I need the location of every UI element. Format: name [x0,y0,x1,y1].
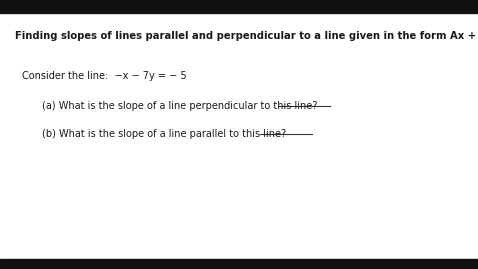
Text: Consider the line:  −x − 7y = − 5: Consider the line: −x − 7y = − 5 [22,71,186,81]
Text: Finding slopes of lines parallel and perpendicular to a line given in the form A: Finding slopes of lines parallel and per… [15,31,478,41]
Text: (a) What is the slope of a line perpendicular to this line?: (a) What is the slope of a line perpendi… [42,101,317,111]
Bar [0,259,478,269]
Text: (b) What is the slope of a line parallel to this line?: (b) What is the slope of a line parallel… [42,129,286,139]
Bar [0,0,478,13]
